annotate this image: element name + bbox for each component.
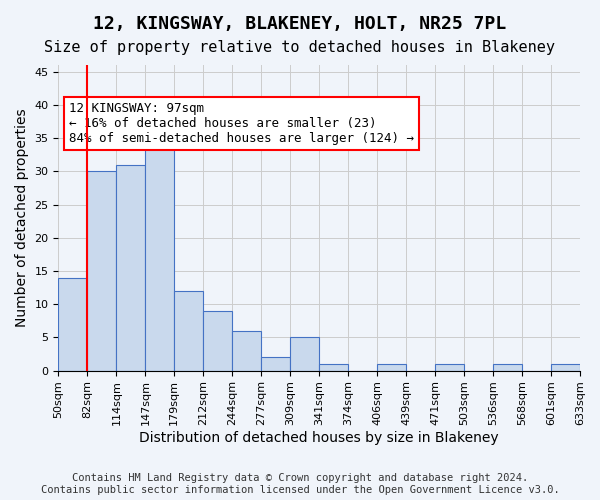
Bar	[116, 164, 145, 370]
Bar	[435, 364, 464, 370]
Text: Size of property relative to detached houses in Blakeney: Size of property relative to detached ho…	[44, 40, 556, 55]
Bar	[377, 364, 406, 370]
Bar	[261, 358, 290, 370]
Bar	[175, 291, 203, 370]
Text: Contains HM Land Registry data © Crown copyright and database right 2024.
Contai: Contains HM Land Registry data © Crown c…	[41, 474, 559, 495]
Bar	[145, 144, 175, 370]
Bar	[203, 311, 232, 370]
X-axis label: Distribution of detached houses by size in Blakeney: Distribution of detached houses by size …	[139, 431, 499, 445]
Bar	[88, 172, 116, 370]
Text: 12, KINGSWAY, BLAKENEY, HOLT, NR25 7PL: 12, KINGSWAY, BLAKENEY, HOLT, NR25 7PL	[94, 15, 506, 33]
Bar	[319, 364, 348, 370]
Text: 12 KINGSWAY: 97sqm
← 16% of detached houses are smaller (23)
84% of semi-detache: 12 KINGSWAY: 97sqm ← 16% of detached hou…	[69, 102, 414, 144]
Bar	[551, 364, 580, 370]
Bar	[58, 278, 88, 370]
Bar	[290, 338, 319, 370]
Y-axis label: Number of detached properties: Number of detached properties	[15, 108, 29, 327]
Bar	[232, 330, 261, 370]
Bar	[493, 364, 522, 370]
